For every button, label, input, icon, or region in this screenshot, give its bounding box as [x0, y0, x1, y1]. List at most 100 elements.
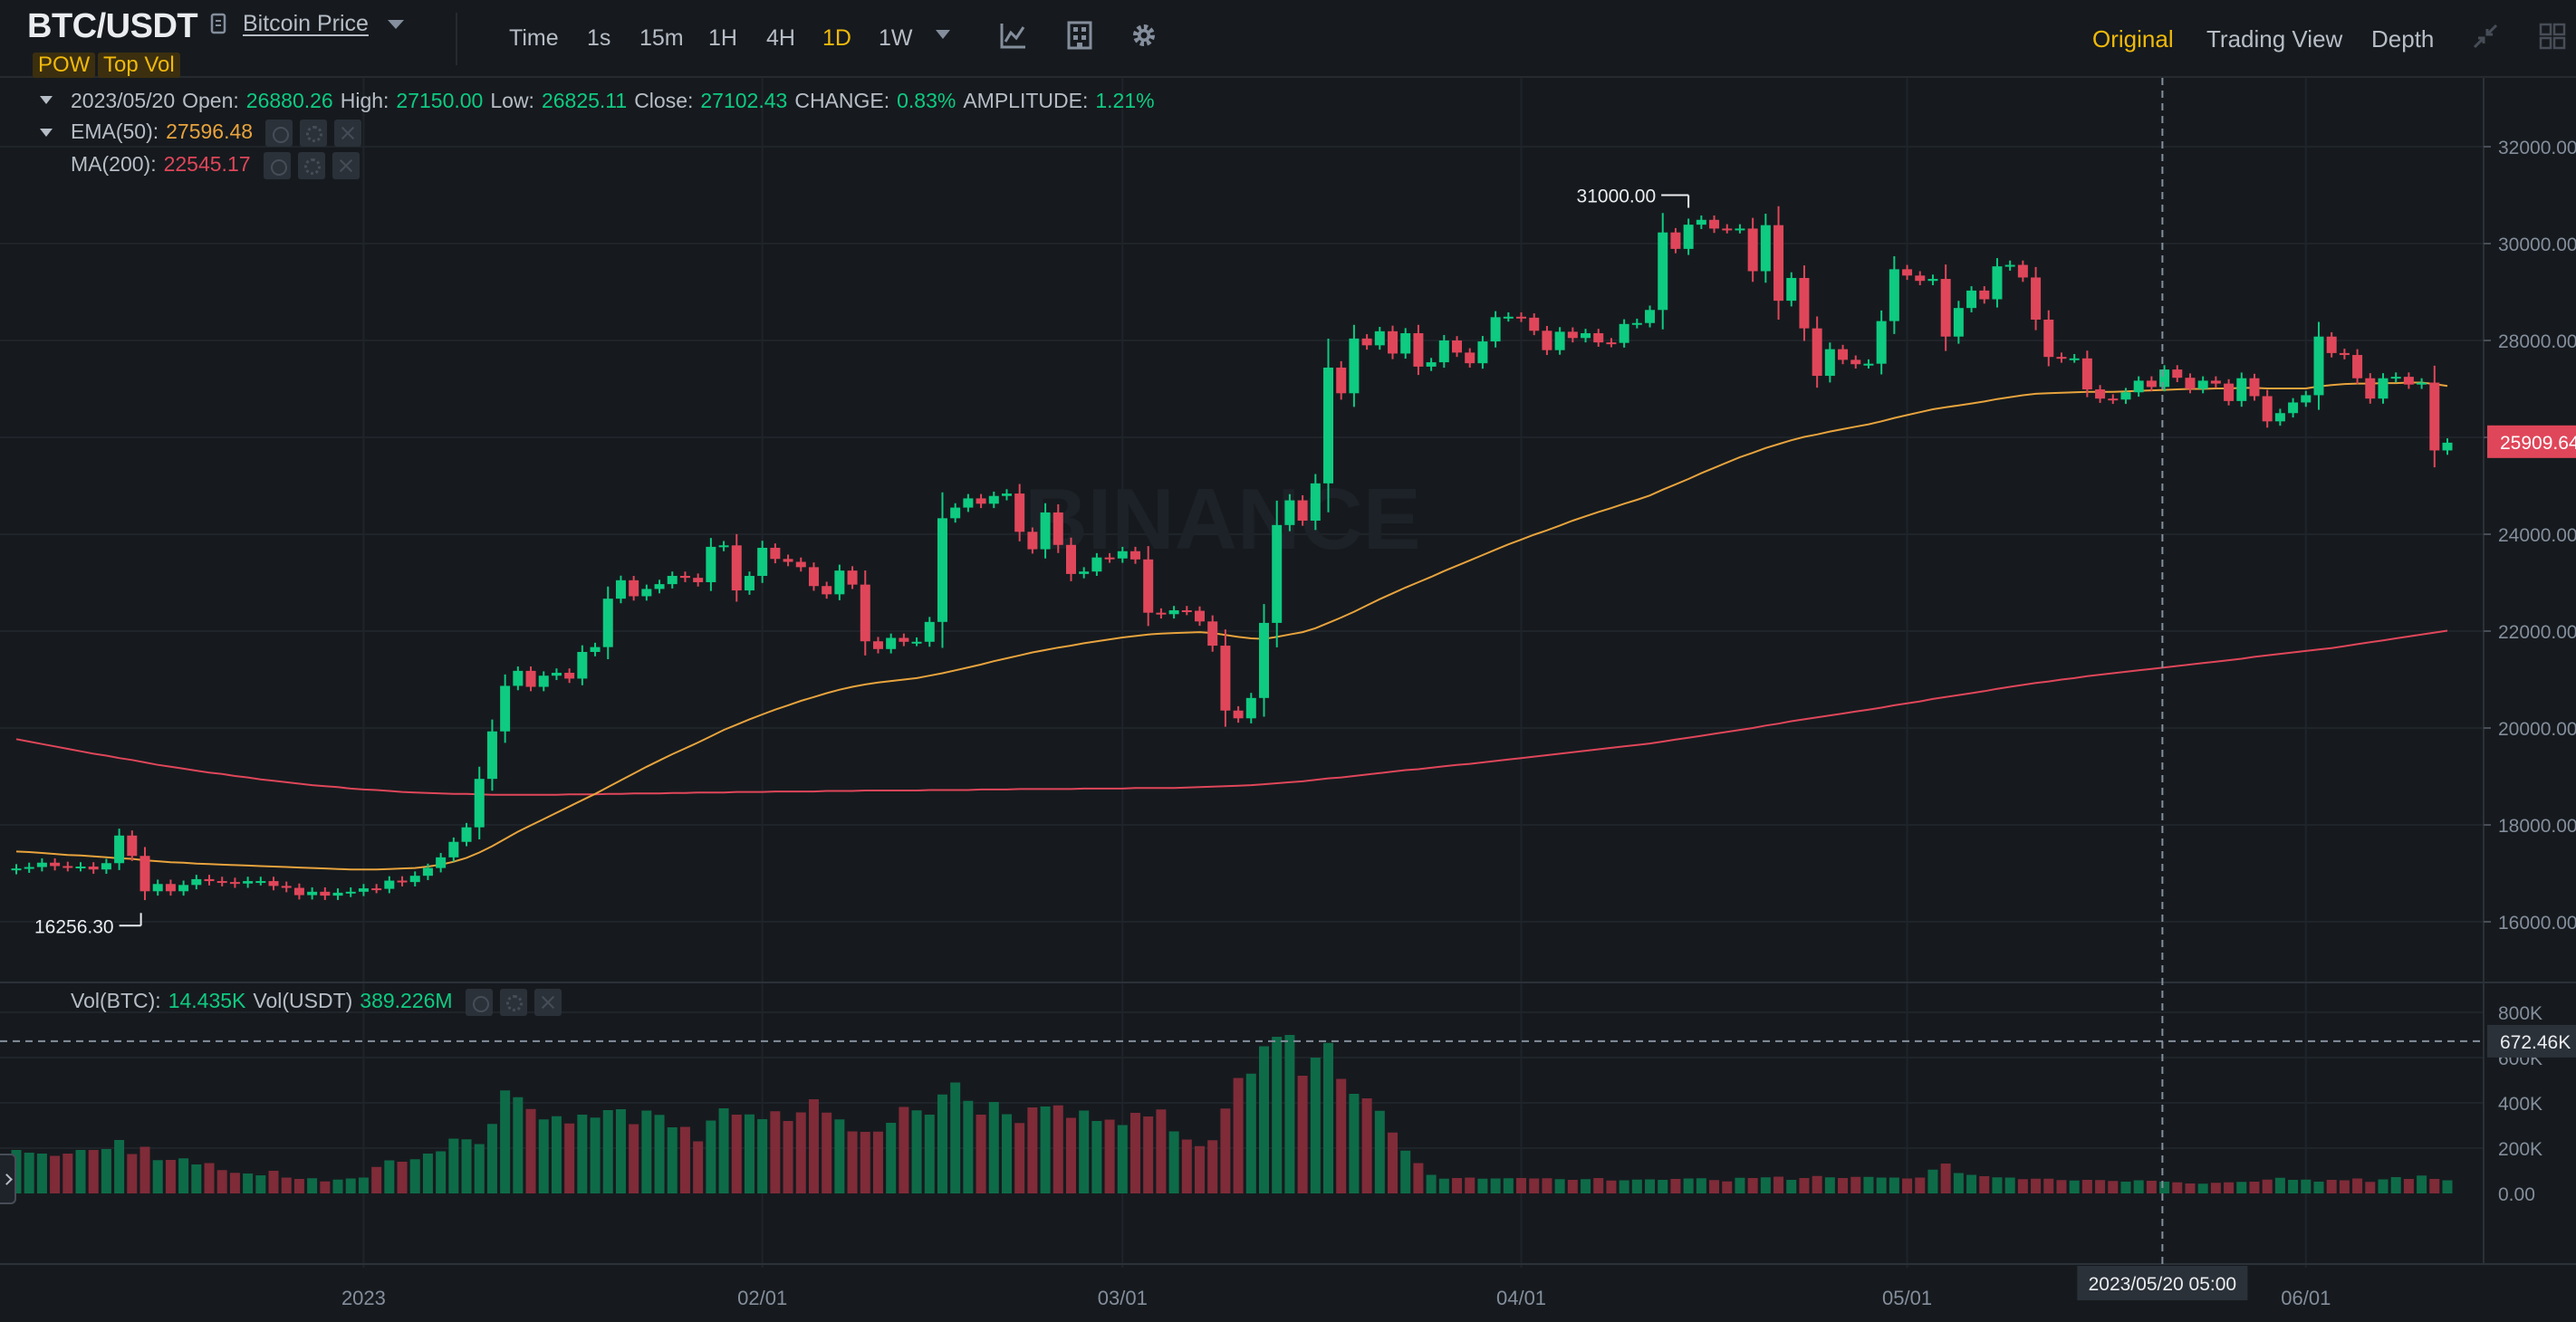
ma-settings-icon[interactable]	[297, 152, 325, 179]
candle	[2069, 353, 2080, 363]
ema-close-icon[interactable]	[334, 120, 362, 147]
candle-body	[525, 670, 536, 687]
candle	[2262, 389, 2273, 428]
candle-body	[1413, 332, 1424, 367]
candle	[229, 877, 240, 888]
candle-body	[1927, 279, 1938, 282]
candle-body	[744, 576, 755, 591]
candle	[2224, 378, 2235, 406]
candle	[1645, 305, 1656, 328]
candle	[2378, 373, 2389, 404]
interval-1w[interactable]: 1W	[879, 25, 913, 51]
volume-bar	[1683, 1178, 1694, 1193]
candle-body	[924, 621, 935, 642]
candle-body	[62, 866, 73, 868]
bitcoin-price-link[interactable]: Bitcoin Price	[243, 11, 369, 36]
volume-settings-icon[interactable]	[500, 989, 527, 1016]
candle-body	[24, 867, 34, 869]
tag-pow[interactable]: POW	[33, 53, 96, 78]
more-intervals-caret-icon[interactable]	[933, 27, 953, 42]
tag-top-vol[interactable]: Top Vol	[98, 53, 180, 78]
expand-panel-handle[interactable]	[0, 1154, 16, 1204]
layout-grid-icon[interactable]	[2538, 22, 2567, 51]
interval-15m[interactable]: 15m	[639, 25, 684, 51]
interval-1h[interactable]: 1H	[708, 25, 737, 51]
volume-bar	[1388, 1132, 1399, 1193]
volume-bar	[1850, 1176, 1861, 1193]
volume-bar	[1567, 1180, 1578, 1193]
candle-body	[577, 652, 588, 679]
interval-time[interactable]: Time	[509, 25, 559, 51]
candle	[551, 668, 562, 681]
candle-body	[1722, 228, 1733, 231]
volume-bar	[2185, 1183, 2196, 1193]
volume-bar	[718, 1108, 729, 1193]
interval-4h[interactable]: 4H	[766, 25, 795, 51]
tab-trading-view[interactable]: Trading View	[2206, 25, 2343, 53]
candle-body	[358, 888, 369, 892]
price-chart[interactable]: BINANCE 31000.00 16256.30 32000.00 30000.0…	[0, 78, 2576, 1322]
axes: 32000.0030000.0028000.0026000.0024000.00…	[341, 138, 2576, 1309]
candle-body	[808, 567, 819, 587]
candle	[1658, 213, 1668, 330]
volume-bar	[1554, 1179, 1565, 1193]
interval-1s[interactable]: 1s	[587, 25, 611, 51]
ema-visibility-icon[interactable]	[265, 120, 293, 147]
candle-body	[1567, 331, 1578, 339]
legend-collapse-icon[interactable]	[40, 96, 53, 104]
volume-bar	[2326, 1180, 2337, 1193]
volume-bar	[24, 1153, 34, 1193]
volume-bar	[293, 1179, 304, 1193]
candle-body	[1606, 342, 1617, 345]
volume-bar	[1490, 1178, 1501, 1193]
volume-bar	[629, 1124, 639, 1193]
interval-1d[interactable]: 1D	[822, 25, 851, 51]
tab-original[interactable]: Original	[2092, 25, 2174, 53]
indicators-icon[interactable]	[998, 20, 1029, 51]
time-tick-label: 03/01	[1098, 1287, 1148, 1309]
document-icon[interactable]	[210, 13, 228, 36]
candle-body	[1323, 367, 1334, 484]
volume-bar	[590, 1117, 601, 1193]
price-tick-label: 18000.00	[2498, 816, 2576, 837]
candle-body	[706, 546, 716, 582]
candle-body	[860, 584, 870, 642]
candle	[1516, 311, 1527, 322]
candle	[75, 862, 86, 872]
templates-icon[interactable]	[1064, 20, 1095, 51]
volume-bar	[281, 1177, 292, 1193]
candle-body	[448, 841, 459, 857]
candle-body	[1104, 557, 1115, 560]
volume-visibility-icon[interactable]	[466, 989, 493, 1016]
collapse-icon[interactable]	[2471, 22, 2500, 51]
ema-settings-icon[interactable]	[300, 120, 328, 147]
volume-bar	[1091, 1121, 1102, 1193]
volume-bar	[345, 1178, 356, 1193]
indicator-collapse-icon[interactable]	[40, 129, 53, 137]
volume-bar	[1438, 1178, 1449, 1193]
volume-close-icon[interactable]	[534, 989, 562, 1016]
ma-visibility-icon[interactable]	[263, 152, 291, 179]
candle	[2056, 352, 2067, 363]
candle-body	[127, 835, 138, 857]
volume-tick-label: 200K	[2498, 1139, 2542, 1160]
crosshair-value-label: 672.46K	[2500, 1032, 2571, 1053]
candle	[1143, 546, 1154, 627]
close-label: Close:	[634, 89, 694, 112]
volume-bar	[2224, 1182, 2235, 1193]
volume-bar	[602, 1110, 613, 1193]
candle-body	[2313, 336, 2324, 396]
settings-gear-icon[interactable]	[1129, 20, 1159, 51]
candle-body	[770, 547, 781, 560]
volume-bar	[693, 1141, 704, 1193]
chevron-down-icon[interactable]	[388, 20, 404, 29]
candle	[1091, 552, 1102, 577]
tab-depth[interactable]: Depth	[2371, 25, 2435, 53]
volume-bar	[1156, 1109, 1167, 1193]
candle-body	[1490, 317, 1501, 342]
symbol-title[interactable]: BTC/USDT	[27, 7, 198, 45]
ma-close-icon[interactable]	[332, 152, 360, 179]
volume-bar	[500, 1090, 511, 1193]
candle	[937, 492, 947, 648]
volume-bar	[204, 1163, 215, 1193]
